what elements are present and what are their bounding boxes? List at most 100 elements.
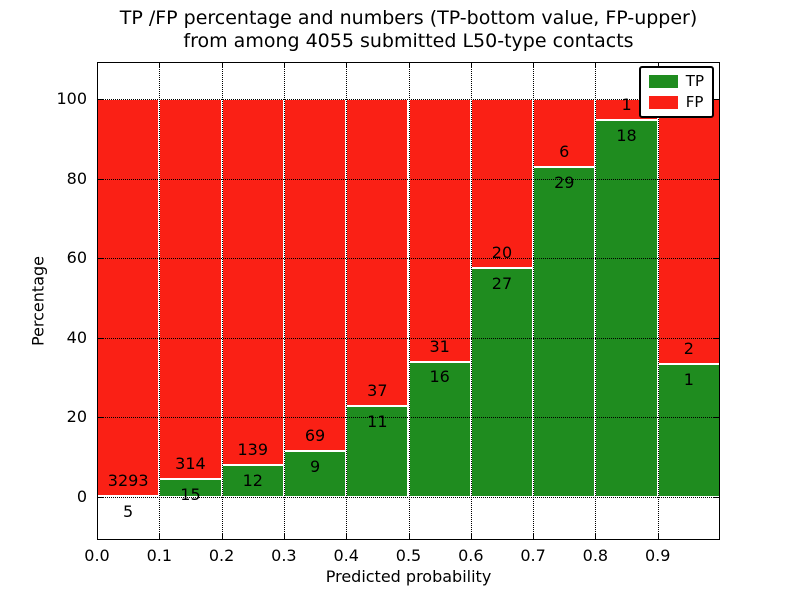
x-tick-top: [408, 62, 410, 68]
bar-tp-count-label: 15: [180, 484, 201, 504]
legend-item-fp: FP: [648, 93, 704, 111]
bar-tp-segment: [657, 364, 720, 497]
x-tick-top: [346, 62, 348, 68]
x-tick-bottom: [97, 534, 98, 540]
x-tick-top: [657, 62, 659, 68]
bar-fp-count-label: 139: [237, 440, 269, 460]
x-tick-bottom: [346, 534, 348, 540]
gridline-vertical: [595, 62, 597, 540]
x-tick-label: 0.2: [208, 546, 235, 565]
y-tick-label: 40: [66, 327, 87, 347]
bar-tp-count-label: 11: [367, 411, 388, 431]
tp-swatch: [648, 75, 678, 88]
x-tick-label: 0.6: [458, 546, 484, 565]
x-tick-bottom: [283, 534, 285, 540]
x-tick-bottom: [533, 534, 535, 540]
bar-fp-count-label: 31: [429, 336, 450, 356]
bar-tp-segment: [470, 268, 534, 497]
x-tick-bottom: [159, 534, 161, 540]
x-tick-label: 0.4: [333, 546, 359, 565]
y-tick-left: [97, 497, 103, 499]
bar-fp-segment: [283, 99, 347, 452]
gridline-vertical: [470, 62, 472, 540]
bar-tp-count-label: 27: [491, 274, 513, 294]
y-tick-right: [714, 337, 720, 339]
x-tick-label: 0.3: [271, 546, 297, 565]
gridline-vertical: [346, 62, 348, 540]
x-tick-top: [97, 62, 98, 68]
chart-title-line1: TP /FP percentage and numbers (TP-bottom…: [119, 7, 698, 29]
x-tick-label: 0.8: [582, 546, 609, 565]
y-tick-left: [97, 417, 103, 419]
gridline-vertical: [657, 62, 659, 540]
y-tick-left: [97, 99, 103, 100]
bar-tp-segment: [533, 167, 596, 497]
gridline-vertical: [159, 62, 161, 540]
bar-tp-segment: [346, 405, 409, 497]
x-tick-label: 0.5: [395, 546, 422, 565]
x-tick-label: 0.9: [644, 546, 671, 565]
y-tick-left: [97, 258, 103, 260]
y-tick-label: 60: [66, 248, 87, 268]
bar-fp-count-label: 69: [304, 426, 326, 446]
x-tick-bottom: [470, 534, 472, 540]
x-tick-bottom: [408, 534, 410, 540]
x-tick-label: 0.0: [84, 546, 110, 565]
legend-label: TP: [685, 72, 704, 90]
bar-fp-segment: [408, 99, 471, 362]
y-tick-left: [97, 178, 103, 180]
x-tick-top: [283, 62, 285, 68]
x-tick-bottom: [657, 534, 659, 540]
bar-fp-count-label: 3293: [107, 471, 149, 491]
y-tick-right: [714, 178, 720, 180]
y-tick-right: [714, 497, 720, 499]
bar-fp-count-label: 20: [491, 243, 513, 263]
bar-fp-count-label: 1: [621, 94, 632, 114]
legend-item-tp: TP: [648, 72, 704, 90]
x-tick-top: [221, 62, 223, 68]
bar-fp-segment: [159, 99, 222, 479]
x-tick-bottom: [595, 534, 597, 540]
x-tick-top: [533, 62, 535, 68]
y-tick-label: 100: [56, 89, 87, 108]
y-tick-right: [714, 417, 720, 419]
y-tick-right: [714, 258, 720, 260]
chart-title-line2: from among 4055 submitted L50-type conta…: [183, 30, 634, 52]
y-tick-left: [97, 337, 103, 339]
bar-tp-count-label: 29: [554, 173, 575, 193]
gridline-vertical: [533, 62, 535, 540]
bar-tp-count-label: 1: [683, 370, 694, 390]
y-tick-label: 20: [66, 407, 87, 427]
legend-label: FP: [685, 93, 704, 111]
bar-fp-segment: [97, 99, 160, 497]
bar-tp-count-label: 5: [123, 502, 134, 522]
y-tick-label: 80: [66, 168, 87, 188]
gridline-vertical: [408, 62, 410, 540]
bar-tp-count-label: 18: [616, 125, 637, 145]
bar-tp-count-label: 16: [429, 367, 450, 387]
x-tick-label: 0.7: [520, 546, 546, 565]
bar-fp-count-label: 314: [175, 453, 206, 473]
chart-title: TP /FP percentage and numbers (TP-bottom…: [97, 7, 720, 53]
bar-tp-count-label: 9: [309, 457, 321, 477]
x-tick-bottom: [221, 534, 223, 540]
bar-fp-segment: [346, 99, 409, 406]
plot-area: 3293 5 314 15 139 12 69 9 37 11 31 16 20 27 6 29 1 18 2 1 0.…: [56, 62, 720, 565]
gridline-vertical: [283, 62, 285, 540]
x-axis-label: Predicted probability: [325, 567, 492, 586]
legend: TP FP: [638, 66, 714, 118]
x-tick-top: [470, 62, 472, 68]
x-tick-top: [595, 62, 597, 68]
bar-fp-count-label: 2: [683, 339, 694, 359]
fp-swatch: [648, 96, 678, 109]
bar-fp-segment: [533, 99, 596, 168]
bar-tp-count-label: 12: [242, 471, 263, 491]
bar-fp-count-label: 37: [367, 380, 388, 400]
y-tick-right: [714, 99, 720, 100]
x-tick-top: [159, 62, 161, 68]
gridline-vertical: [221, 62, 223, 540]
bar-fp-count-label: 6: [559, 142, 570, 162]
bar-fp-segment: [221, 99, 284, 466]
x-tick-label: 0.1: [146, 546, 173, 565]
